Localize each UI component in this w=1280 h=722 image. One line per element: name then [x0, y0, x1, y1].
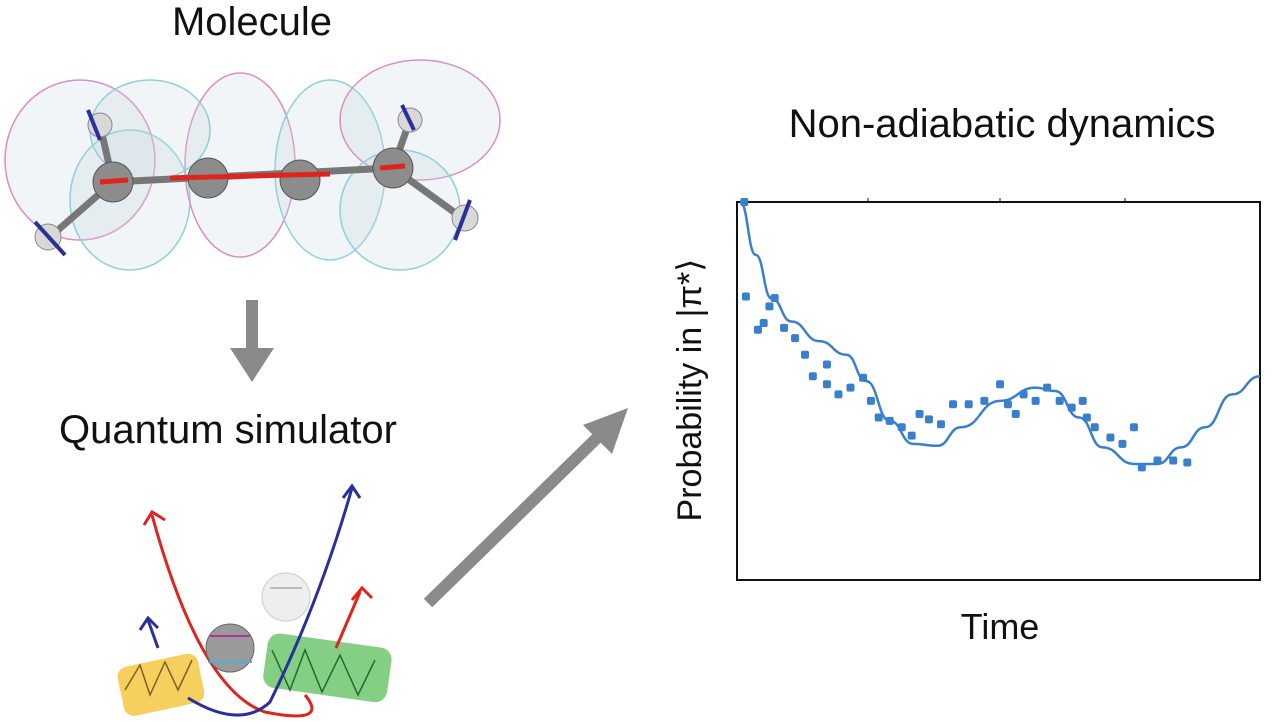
ion-sphere	[205, 623, 255, 673]
data-point	[780, 323, 789, 332]
data-point	[980, 396, 989, 405]
data-point	[770, 294, 779, 303]
data-point	[1106, 433, 1115, 442]
data-point	[897, 423, 906, 432]
data-point	[740, 198, 749, 206]
data-point	[1169, 456, 1178, 465]
data-point	[1137, 463, 1146, 472]
data-point	[1078, 396, 1087, 405]
data-point	[1090, 423, 1099, 432]
data-point	[741, 292, 750, 301]
data-point	[915, 410, 924, 419]
molecule-title: Molecule	[171, 0, 333, 44]
x-axis-label: Time	[960, 606, 1040, 647]
data-point	[1153, 456, 1162, 465]
blue-potential-curve	[187, 487, 354, 717]
data-point	[1082, 413, 1091, 422]
down-arrow	[230, 300, 274, 382]
data-point	[1011, 410, 1020, 419]
yellow-laser-beam	[117, 653, 205, 716]
data-point	[800, 350, 809, 359]
data-point	[948, 400, 957, 409]
data-point	[1003, 400, 1012, 409]
molecule-illustration	[4, 59, 501, 271]
data-point	[924, 415, 933, 424]
data-point	[1055, 396, 1064, 405]
data-point	[1129, 423, 1138, 432]
data-point	[1019, 390, 1028, 399]
data-point	[759, 318, 768, 327]
data-point	[964, 400, 973, 409]
data-point	[936, 420, 945, 429]
data-point	[866, 396, 875, 405]
dynamics-chart	[736, 198, 1261, 581]
plot-frame	[736, 201, 1261, 581]
data-point	[834, 390, 843, 399]
data-point	[1043, 383, 1052, 392]
data-point	[1183, 458, 1192, 467]
data-point	[753, 325, 762, 334]
data-point	[1067, 403, 1076, 412]
green-laser-beam	[263, 633, 392, 703]
data-point	[1031, 396, 1040, 405]
data-point	[1118, 439, 1127, 448]
carbon-atom	[279, 159, 321, 201]
data-point	[765, 302, 774, 311]
orbital-lobe	[69, 129, 191, 271]
data-point	[808, 372, 817, 381]
data-point	[874, 413, 883, 422]
data-point	[791, 334, 800, 343]
quantum-simulator-title: Quantum simulator	[59, 408, 397, 452]
data-point	[822, 360, 831, 369]
data-point	[996, 380, 1005, 389]
red-potential-curve	[150, 514, 314, 718]
data-point	[846, 383, 855, 392]
dynamics-title: Non-adiabatic dynamics	[788, 102, 1216, 146]
ion-sphere-faded	[261, 572, 311, 622]
data-point	[859, 373, 868, 382]
quantum-simulator-illustration	[117, 483, 392, 718]
theory-line	[738, 200, 1261, 466]
diagonal-arrow	[423, 408, 628, 608]
data-point	[885, 416, 894, 425]
data-point	[822, 380, 831, 389]
data-point	[907, 431, 916, 440]
